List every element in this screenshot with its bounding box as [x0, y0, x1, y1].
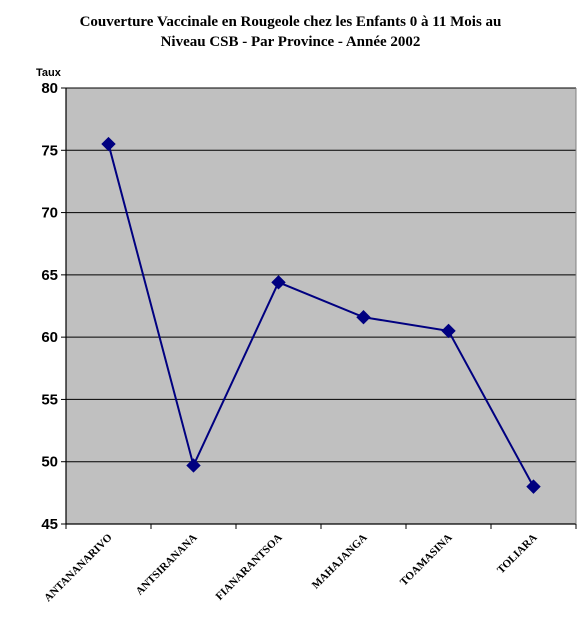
y-axis-label: Taux: [36, 67, 62, 79]
x-tick-label: MAHAJANGA: [310, 532, 370, 592]
data-point-marker: [356, 310, 371, 325]
x-tick-label: TOLIARA: [495, 532, 540, 577]
series-line-group: [107, 143, 535, 488]
y-tick-label: 80: [41, 80, 58, 97]
y-tick-labels: 45 50 55 60 65 70 75 80: [41, 80, 58, 533]
x-tick-label: ANTANANARIVO: [42, 531, 115, 604]
series-line: [107, 143, 535, 488]
y-tick-label: 55: [41, 391, 58, 408]
x-tick-labels: ANTANANARIVO ANTSIRANANA FIANARANTSOA MAHAJ…: [42, 531, 540, 604]
x-tick-label: FIANARANTSOA: [213, 532, 284, 603]
y-tick-label: 50: [41, 454, 58, 471]
data-point-marker: [101, 136, 116, 152]
gridlines: [61, 87, 576, 525]
y-tick-label: 70: [41, 205, 58, 222]
y-tick-label: 60: [41, 329, 58, 346]
x-tick-label: TOAMASINA: [398, 532, 455, 589]
chart-title-line-2: Niveau CSB - Par Province - Année 2002: [160, 34, 421, 50]
x-tick-label: ANTSIRANANA: [134, 532, 200, 598]
y-tick-label: 75: [41, 142, 58, 159]
data-point-marker: [186, 458, 201, 473]
axes: [65, 88, 577, 529]
data-point-marker: [526, 479, 541, 494]
y-tick-label: 65: [41, 267, 58, 284]
chart-title-line-1: Couverture Vaccinale en Rougeole chez le…: [79, 14, 502, 30]
data-point-marker: [271, 275, 286, 290]
data-point-marker: [441, 323, 456, 339]
plot-background: [66, 88, 576, 524]
y-tick-label: 45: [41, 516, 58, 533]
series-markers: [101, 136, 541, 494]
